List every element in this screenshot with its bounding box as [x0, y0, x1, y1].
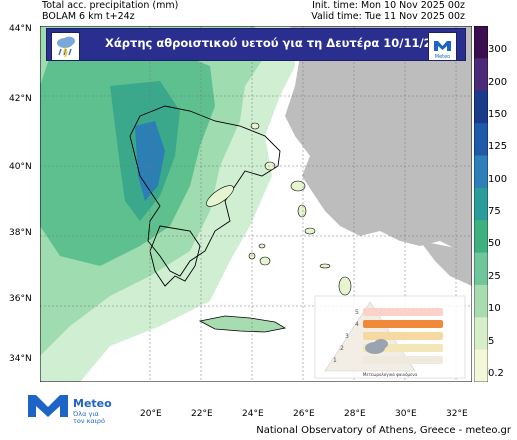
- colorbar-tick-label: 25: [488, 270, 501, 282]
- colorbar-swatch: [474, 123, 488, 156]
- colorbar-tick-label: 75: [488, 206, 501, 218]
- land-northeast: [285, 26, 472, 256]
- island-kos: [319, 263, 331, 269]
- lat-label-34: 34°N: [9, 354, 32, 364]
- colorbar-swatch: [474, 284, 488, 318]
- colorbar-tick-label: 50: [488, 238, 501, 250]
- precip-area-max: [135, 121, 165, 201]
- lon-label-22: 22°E: [191, 409, 213, 419]
- warning-level-1: 1: [333, 357, 337, 364]
- lon-label-20: 20°E: [140, 409, 162, 419]
- island-naxos: [259, 256, 271, 266]
- warning-level-3: 3: [345, 333, 349, 340]
- lat-label-38: 38°N: [9, 228, 32, 238]
- colorbar-tick-label: 100: [488, 173, 508, 185]
- warning-caption: Μετεωρολογικά φαινόμενα: [363, 372, 418, 377]
- colorbar-swatch: [474, 187, 488, 221]
- lat-label-36: 36°N: [9, 294, 32, 304]
- footer-logo-tagline: Όλα για τον καιρό: [73, 410, 106, 425]
- colorbar-tick-label: 200: [488, 76, 508, 88]
- colorbar-swatch: [474, 90, 488, 124]
- lat-label-42: 42°N: [9, 94, 32, 104]
- rain-cloud-icon: [51, 32, 80, 61]
- colorbar-tick-label: 10: [488, 303, 501, 315]
- island-chios: [297, 204, 307, 218]
- lon-label-26: 26°E: [293, 409, 315, 419]
- map-title-banner: Χάρτης αθροιστικού υετού για τη Δευτέρα …: [46, 28, 466, 61]
- footer-meteo-logo: [26, 393, 70, 423]
- land-peloponnese-outline: [149, 225, 201, 287]
- colorbar-tick-label: 0.2: [488, 367, 504, 379]
- cloud-icon: [365, 339, 388, 354]
- banner-title: Χάρτης αθροιστικού υετού για τη Δευτέρα …: [105, 36, 456, 50]
- island-samos: [304, 227, 316, 235]
- island-euboea: [206, 185, 234, 207]
- lon-label-32: 32°E: [446, 409, 468, 419]
- precipitation-map: 5 4 3 2 1 Μετεωρολογικά φαινόμενα: [40, 26, 472, 382]
- land-greece-outline: [129, 105, 281, 277]
- warning-level-4: 4: [355, 321, 359, 328]
- colorbar-swatch: [474, 317, 488, 351]
- header-field-label: Total acc. precipitation (mm): [42, 0, 179, 11]
- colorbar-tick-label: 300: [488, 44, 508, 56]
- colorbar-tick-label: 150: [488, 109, 508, 120]
- colorbar-swatch: [474, 252, 488, 286]
- colorbar: [474, 26, 488, 382]
- island-mykonos: [258, 243, 266, 249]
- banner-logo-text: Meteo: [435, 54, 451, 60]
- footer-credit: National Observatory of Athens, Greece -…: [256, 425, 511, 436]
- colorbar-swatch: [474, 220, 488, 254]
- land-crete: [198, 315, 287, 333]
- lat-label-40: 40°N: [9, 162, 32, 172]
- island-lesvos: [290, 180, 306, 192]
- island-thasos: [250, 122, 260, 130]
- lon-label-30: 30°E: [395, 409, 417, 419]
- land-southeast: [420, 241, 472, 286]
- colorbar-swatch: [474, 58, 488, 92]
- header-model-label: BOLAM 6 km t+24z: [42, 11, 135, 22]
- lon-label-24: 24°E: [242, 409, 264, 419]
- meteo-m-icon: [28, 395, 68, 417]
- warning-pyramid-legend: 5 4 3 2 1 Μετεωρολογικά φαινόμενα: [314, 295, 466, 379]
- warning-level-5: 5: [355, 309, 359, 316]
- header-init-time: Init. time: Mon 10 Nov 2025 00z: [312, 0, 465, 11]
- island-rhodes: [338, 276, 352, 296]
- colorbar-tick-label: 125: [488, 141, 508, 153]
- colorbar-tick-label: 5: [488, 335, 495, 347]
- header-valid-time: Valid time: Tue 11 Nov 2025 00z: [311, 11, 465, 22]
- colorbar-swatch: [474, 26, 488, 59]
- footer-logo-name: Meteo: [73, 397, 112, 410]
- colorbar-swatch: [474, 349, 488, 382]
- lat-label-44: 44°N: [9, 24, 32, 34]
- warning-level-2: 2: [340, 345, 344, 352]
- lon-label-28: 28°E: [344, 409, 366, 419]
- meteo-logo: Meteo: [428, 32, 457, 61]
- colorbar-swatch: [474, 155, 488, 189]
